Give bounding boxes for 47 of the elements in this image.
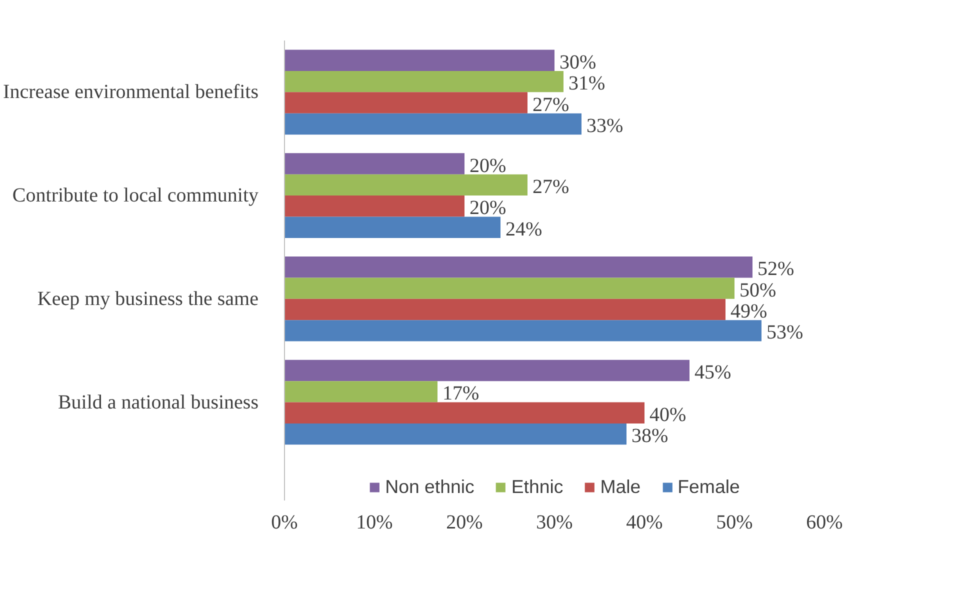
data-label: 40% xyxy=(650,404,686,426)
data-label: 49% xyxy=(730,300,768,323)
data-label: 52% xyxy=(758,258,794,280)
y-tick-label: Keep my business the same xyxy=(37,288,259,310)
bar xyxy=(284,216,500,238)
bar xyxy=(284,360,690,382)
bar xyxy=(284,423,626,445)
bar xyxy=(284,196,464,217)
x-tick-label: 30% xyxy=(536,512,573,534)
bar xyxy=(284,174,528,196)
bar xyxy=(284,256,752,278)
data-label: 53% xyxy=(766,322,804,344)
data-label: 17% xyxy=(442,382,480,405)
y-tick-label: Build a national business xyxy=(58,391,259,414)
y-tick-label: Increase environmental benefits xyxy=(3,81,259,104)
legend-label: Ethnic xyxy=(511,476,564,498)
data-label: 27% xyxy=(532,94,570,116)
bar xyxy=(284,402,644,424)
y-tick-label: Contribute to local community xyxy=(12,184,259,207)
data-label: 24% xyxy=(506,218,542,240)
data-label: 45% xyxy=(694,362,732,384)
data-label: 50% xyxy=(740,279,776,302)
data-label: 27% xyxy=(532,176,570,198)
data-label: 20% xyxy=(470,197,506,220)
data-label: 30% xyxy=(560,51,596,74)
x-tick-label: 50% xyxy=(716,512,753,534)
legend-label: Non ethnic xyxy=(385,476,474,498)
x-tick-label: 0% xyxy=(271,512,298,534)
x-tick-label: 40% xyxy=(626,512,663,534)
bar xyxy=(284,113,582,135)
bar xyxy=(284,153,464,174)
x-tick-label: 20% xyxy=(446,512,483,534)
legend-label: Male xyxy=(600,476,641,498)
bar xyxy=(284,320,762,342)
bar xyxy=(284,92,528,114)
data-label: 31% xyxy=(568,72,606,95)
data-label: 38% xyxy=(632,425,668,448)
data-label: 33% xyxy=(586,114,624,137)
data-label: 20% xyxy=(470,154,506,177)
x-tick-label: 60% xyxy=(806,512,843,534)
bar xyxy=(284,298,726,320)
x-tick-label: 10% xyxy=(356,512,393,534)
bar xyxy=(284,381,438,402)
legend-label: Female xyxy=(678,476,740,498)
bar xyxy=(284,278,734,299)
bar xyxy=(284,70,564,92)
bar xyxy=(284,50,554,71)
